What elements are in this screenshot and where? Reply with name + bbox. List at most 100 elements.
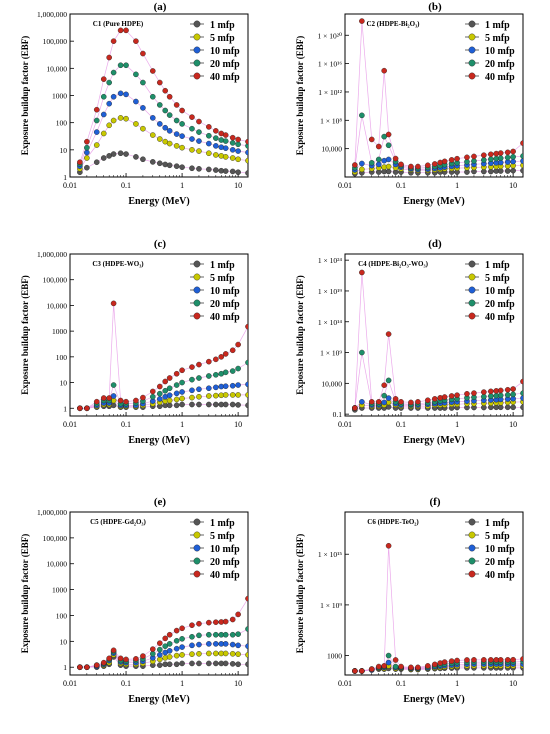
data-point — [213, 143, 219, 149]
data-point — [179, 107, 185, 114]
data-point — [381, 67, 387, 74]
data-point — [448, 157, 455, 163]
y-tick-label: 1,000,000 — [37, 250, 67, 259]
data-point — [162, 643, 169, 649]
data-point — [229, 661, 236, 667]
data-point — [123, 398, 129, 405]
data-point — [488, 657, 494, 663]
data-point — [431, 396, 438, 402]
data-point — [173, 396, 180, 403]
data-point — [222, 641, 229, 647]
x-axis-title: Energy (MeV) — [403, 196, 464, 207]
data-point — [235, 661, 241, 668]
legend-marker — [468, 46, 476, 54]
data-point — [441, 394, 448, 400]
legend-label: 20 mfp — [485, 557, 515, 568]
data-point — [133, 98, 139, 105]
data-point — [189, 114, 195, 120]
y-tick-label: 100,000 — [43, 534, 68, 543]
legend-label: 10 mfp — [210, 544, 240, 555]
x-tick-label: 1 — [180, 420, 184, 429]
y-tick-label: 100,000 — [43, 37, 68, 46]
legend-label: 20 mfp — [210, 299, 240, 310]
y-tick-label: 1 × 10¹⁹ — [318, 287, 342, 296]
legend-marker — [193, 33, 201, 41]
y-tick-label: 1 — [63, 404, 67, 413]
data-point — [408, 399, 414, 406]
data-point — [179, 644, 185, 650]
data-point — [173, 402, 180, 409]
data-point — [385, 652, 392, 659]
data-point — [110, 38, 117, 44]
data-point — [424, 397, 431, 404]
data-point — [381, 392, 387, 399]
chart-title: C3 (HDPE-WO₃) — [92, 260, 144, 268]
data-point — [368, 666, 375, 672]
data-point — [149, 93, 156, 100]
panel-label: (b) — [428, 1, 442, 13]
legend-marker — [193, 59, 201, 67]
data-point — [385, 131, 392, 138]
data-point — [189, 165, 195, 172]
data-point — [166, 140, 173, 147]
data-point — [173, 637, 180, 644]
plot-area — [77, 595, 248, 671]
legend-marker — [193, 557, 201, 565]
data-point — [510, 167, 516, 174]
data-point — [222, 660, 229, 667]
data-point — [441, 659, 448, 665]
plot-frame — [344, 253, 524, 417]
legend-label: 5 mfp — [210, 531, 235, 542]
data-point — [222, 168, 229, 174]
data-point — [481, 389, 487, 395]
legend-marker — [468, 286, 476, 294]
data-point — [222, 369, 229, 376]
data-point — [133, 121, 139, 127]
data-point — [77, 664, 83, 671]
data-point — [123, 27, 129, 34]
data-point — [196, 620, 202, 627]
data-point — [245, 643, 248, 649]
y-tick-label: 100 — [56, 611, 68, 620]
data-point — [149, 393, 156, 400]
data-point — [173, 370, 180, 377]
data-point — [196, 129, 202, 135]
data-point — [149, 650, 156, 657]
legend-marker — [468, 20, 476, 28]
x-axis-title: Energy (MeV) — [128, 196, 189, 207]
data-point — [196, 401, 202, 408]
data-point — [392, 663, 399, 670]
legend-marker — [468, 260, 476, 268]
data-point — [133, 38, 139, 44]
data-point — [229, 368, 236, 374]
data-point — [245, 595, 248, 602]
data-point — [93, 142, 100, 148]
plot-area — [352, 269, 523, 413]
legend-label: 20 mfp — [485, 59, 515, 70]
data-point — [520, 162, 523, 169]
legend-label: 1 mfp — [485, 518, 510, 529]
data-point — [84, 664, 90, 671]
legend-marker — [193, 518, 201, 526]
data-point — [235, 365, 241, 372]
data-point — [385, 168, 392, 175]
data-point — [189, 622, 195, 629]
chart-title: C2 (HDPE-Bi₂O₃) — [367, 20, 421, 28]
data-point — [206, 140, 212, 147]
data-point — [162, 387, 169, 394]
legend-label: 1 mfp — [210, 260, 235, 271]
data-point — [510, 656, 516, 663]
data-point — [93, 117, 100, 124]
legend-label: 5 mfp — [485, 33, 510, 44]
data-point — [375, 399, 382, 405]
data-point — [140, 79, 146, 86]
y-axis-title: Exposure buildup factor (EBF) — [295, 36, 305, 155]
data-point — [245, 392, 248, 398]
data-point — [123, 62, 129, 69]
legend-label: 40 mfp — [485, 72, 515, 83]
data-point — [117, 90, 124, 97]
data-point — [140, 156, 146, 163]
data-point — [415, 163, 421, 170]
legend-label: 10 mfp — [485, 286, 515, 297]
data-point — [110, 300, 117, 307]
